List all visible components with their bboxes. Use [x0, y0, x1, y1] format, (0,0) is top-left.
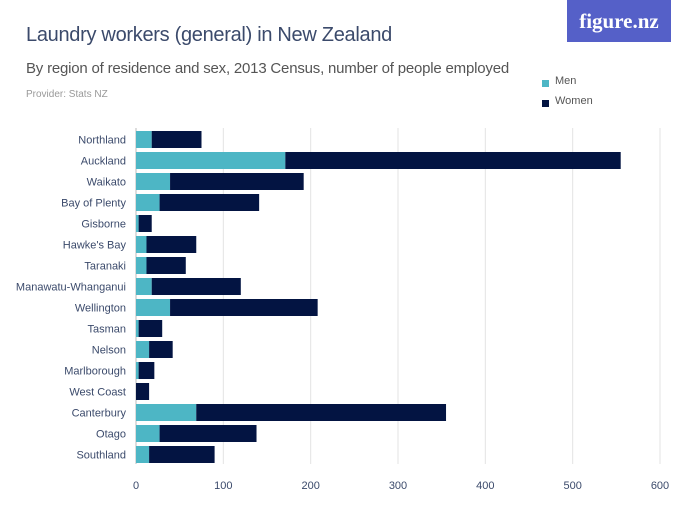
y-category-label: Waikato — [87, 177, 126, 189]
bar-women — [146, 257, 186, 274]
bar-men — [136, 404, 197, 421]
x-tick-label: 200 — [301, 480, 319, 492]
legend-item-men: Men — [542, 75, 576, 87]
bar-men — [136, 215, 139, 232]
bar-women — [196, 404, 447, 421]
bar-women — [151, 278, 241, 295]
bar-men — [136, 446, 150, 463]
bar-men — [136, 257, 147, 274]
bar-women — [159, 194, 260, 211]
bar-men — [136, 173, 171, 190]
bar-women — [138, 362, 155, 379]
x-tick-label: 300 — [389, 480, 407, 492]
bar-women — [138, 320, 163, 337]
chart-subtitle: By region of residence and sex, 2013 Cen… — [26, 60, 509, 77]
bar-women — [149, 341, 173, 358]
bar-women — [159, 425, 257, 442]
y-category-label: Marlborough — [64, 366, 126, 378]
y-category-label: Otago — [96, 429, 126, 441]
x-tick-label: 500 — [563, 480, 581, 492]
bar-men — [136, 152, 286, 169]
bar-women — [136, 383, 150, 400]
x-tick-label: 100 — [214, 480, 232, 492]
legend-label-men: Men — [555, 75, 577, 87]
bar-men — [136, 194, 160, 211]
bar-men — [136, 341, 150, 358]
legend-swatch-men — [542, 79, 549, 87]
x-tick-label: 400 — [476, 480, 494, 492]
y-category-label: Tasman — [87, 324, 126, 336]
y-category-label: Bay of Plenty — [61, 198, 126, 210]
y-category-label: Taranaki — [84, 261, 126, 273]
bar-women — [151, 131, 202, 148]
x-tick-label: 0 — [133, 480, 139, 492]
bar-women — [170, 299, 318, 316]
legend-item-women: Women — [542, 95, 593, 107]
y-category-label: Northland — [78, 135, 126, 147]
bar-men — [136, 362, 139, 379]
bar-men — [136, 236, 147, 253]
legend-swatch-women — [542, 99, 549, 107]
y-category-label: Wellington — [75, 303, 126, 315]
bar-women — [146, 236, 197, 253]
y-category-label: West Coast — [69, 387, 126, 399]
bar-men — [136, 425, 160, 442]
y-category-label: Manawatu-Whanganui — [16, 282, 126, 294]
y-category-label: Hawke's Bay — [63, 240, 127, 252]
bar-men — [136, 278, 152, 295]
x-tick-label: 600 — [651, 480, 669, 492]
bar-men — [136, 320, 139, 337]
bar-women — [138, 215, 152, 232]
bar-women — [285, 152, 621, 169]
bar-men — [136, 299, 171, 316]
y-category-label: Canterbury — [72, 408, 127, 420]
bar-men — [136, 131, 152, 148]
provider-label: Provider: Stats NZ — [26, 89, 108, 100]
legend-label-women: Women — [555, 95, 593, 107]
y-category-label: Auckland — [81, 156, 126, 168]
y-category-label: Gisborne — [81, 219, 126, 231]
figure-nz-logo[interactable]: figure.nz — [567, 0, 671, 42]
bar-women — [170, 173, 304, 190]
y-category-label: Nelson — [92, 345, 126, 357]
y-category-label: Southland — [76, 450, 126, 462]
bar-women — [149, 446, 215, 463]
chart-title: Laundry workers (general) in New Zealand — [26, 24, 392, 46]
